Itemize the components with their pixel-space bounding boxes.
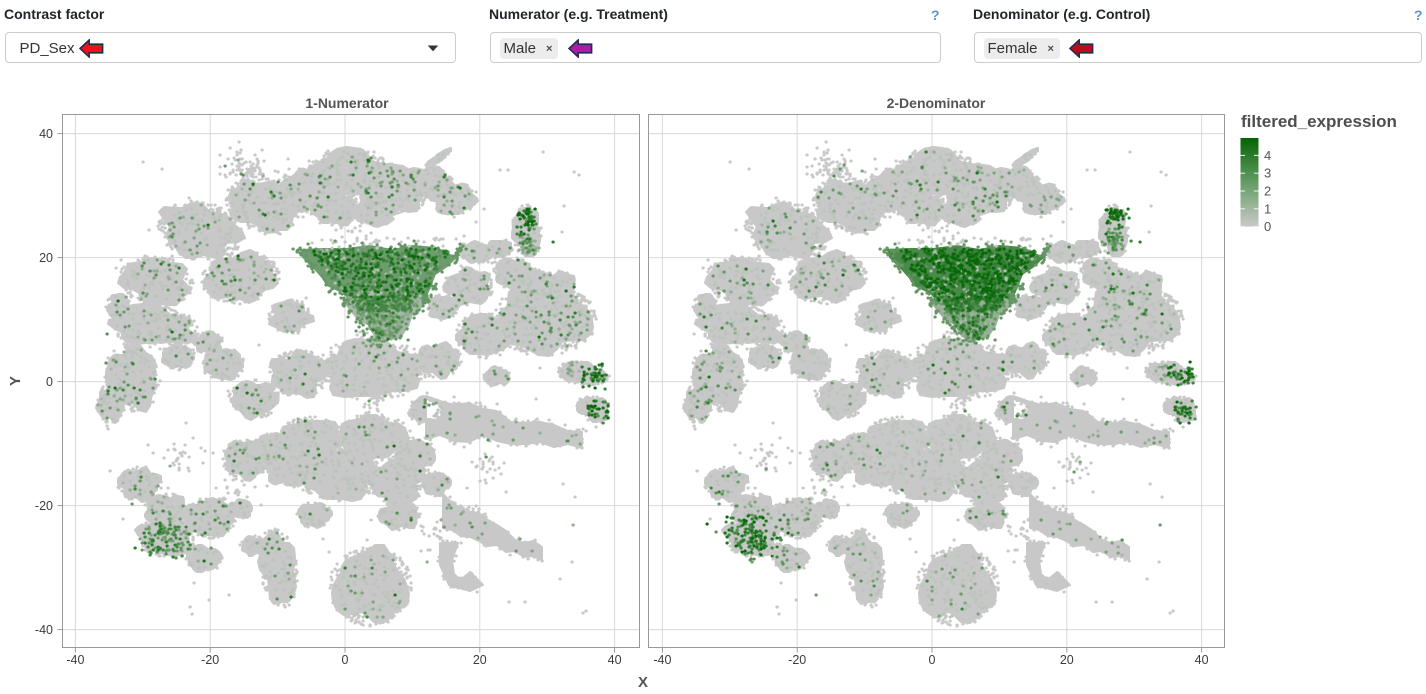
svg-text:X: X (638, 674, 648, 691)
svg-text:2-Denominator: 2-Denominator (887, 95, 986, 111)
svg-text:4: 4 (1264, 148, 1271, 163)
svg-text:-20: -20 (788, 653, 806, 667)
svg-text:2: 2 (1264, 184, 1271, 199)
svg-text:filtered_expression: filtered_expression (1241, 112, 1397, 131)
svg-text:1: 1 (1264, 201, 1271, 216)
svg-text:20: 20 (473, 653, 487, 667)
svg-text:40: 40 (39, 127, 53, 141)
svg-text:0: 0 (1264, 219, 1271, 234)
svg-text:40: 40 (1195, 653, 1209, 667)
svg-text:3: 3 (1264, 166, 1271, 181)
svg-text:-40: -40 (66, 653, 84, 667)
svg-text:40: 40 (608, 653, 622, 667)
svg-text:20: 20 (39, 251, 53, 265)
svg-text:0: 0 (46, 375, 53, 389)
svg-text:-40: -40 (35, 623, 53, 637)
svg-text:20: 20 (1060, 653, 1074, 667)
svg-text:-20: -20 (201, 653, 219, 667)
svg-text:Y: Y (7, 376, 24, 386)
svg-text:-40: -40 (653, 653, 671, 667)
svg-text:0: 0 (342, 653, 349, 667)
svg-text:-20: -20 (35, 499, 53, 513)
svg-text:0: 0 (929, 653, 936, 667)
svg-text:1-Numerator: 1-Numerator (305, 95, 389, 111)
